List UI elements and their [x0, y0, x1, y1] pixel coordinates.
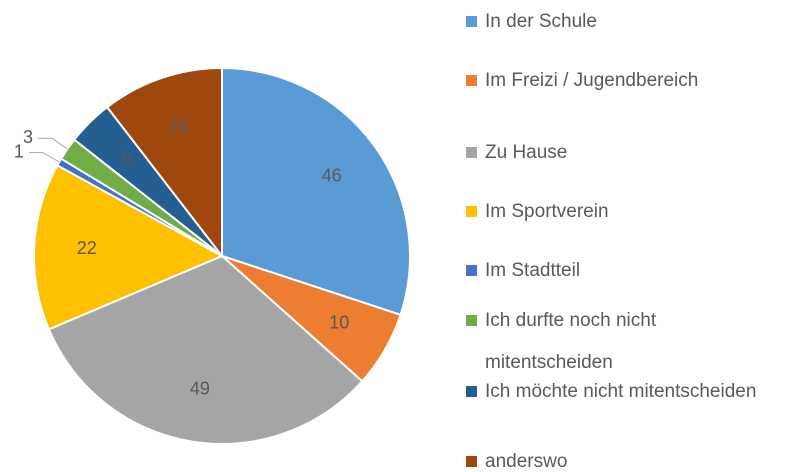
data-label: 49: [190, 378, 210, 398]
legend-item: Im Freizi / Jugendbereich: [466, 70, 770, 92]
legend-label: anderswo: [485, 451, 568, 472]
legend-swatch: [466, 386, 477, 397]
legend-swatch: [466, 147, 477, 158]
legend-label: Im Sportverein: [485, 201, 609, 222]
legend-item: Im Stadtteil: [466, 260, 770, 282]
legend-swatch: [466, 265, 477, 276]
legend-item: In der Schule: [466, 11, 770, 33]
legend-label: Ich möchte nicht mitentscheiden: [485, 381, 757, 402]
legend-label: Im Stadtteil: [485, 260, 581, 281]
legend-label: In der Schule: [485, 11, 597, 32]
pie-slice: [47, 254, 364, 445]
pie-area: 46 10 49 22 13 6 16: [14, 66, 411, 445]
legend-label: Im Freizi / Jugendbereich: [485, 70, 699, 91]
data-label: 22: [77, 238, 97, 258]
legend-item: Zu Hause: [466, 142, 770, 164]
legend-item: Ich durfte noch nicht mitentscheiden: [466, 310, 770, 384]
data-label: 6: [122, 149, 132, 169]
legend-item: anderswo: [466, 451, 770, 472]
data-label: 1: [14, 141, 24, 161]
pie-slice: [221, 66, 411, 317]
leader-line: [37, 137, 68, 150]
legend-swatch: [466, 75, 477, 86]
legend-item: Ich möchte nicht mitentscheiden: [466, 381, 770, 413]
data-label: 3: [23, 127, 33, 147]
leader-line: [28, 152, 60, 163]
pie-slice: [33, 164, 225, 331]
data-label: 16: [168, 117, 188, 137]
legend-swatch: [466, 206, 477, 217]
legend-item: Im Sportverein: [466, 201, 770, 223]
legend-swatch: [466, 456, 477, 467]
legend-swatch: [466, 315, 477, 326]
pie-slice: [105, 66, 223, 259]
legend-label: Ich durfte noch nicht mitentscheiden: [485, 310, 657, 373]
data-label: 46: [322, 165, 342, 185]
data-label: 10: [329, 312, 349, 332]
legend-label: Zu Hause: [485, 142, 568, 163]
legend-swatch: [466, 16, 477, 27]
